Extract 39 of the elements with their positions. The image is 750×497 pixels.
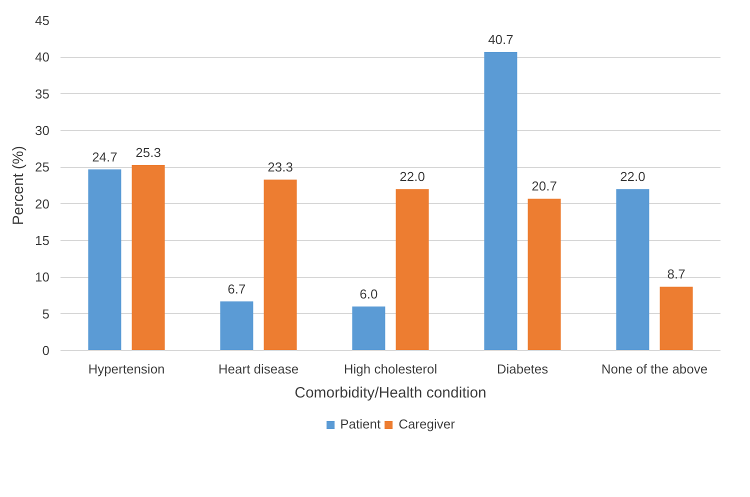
y-tick-label: 15 — [35, 233, 50, 248]
x-tick-label: Hypertension — [88, 362, 165, 376]
data-label: 22.0 — [400, 169, 425, 184]
x-tick-label: None of the above — [601, 362, 708, 376]
bar — [220, 301, 254, 350]
y-tick-label: 30 — [35, 123, 50, 138]
data-label: 20.7 — [532, 178, 557, 194]
bar — [396, 189, 429, 350]
bar — [484, 52, 518, 350]
data-label: 40.7 — [488, 32, 514, 48]
bar — [660, 286, 693, 350]
x-tick-label: Heart disease — [218, 362, 299, 376]
y-tick-label: 40 — [35, 50, 50, 65]
y-tick-label: 45 — [35, 13, 50, 28]
x-tick-label: High cholesterol — [344, 362, 438, 376]
bar — [616, 189, 650, 350]
bar — [528, 198, 561, 350]
bar — [264, 180, 297, 350]
bar — [88, 169, 122, 350]
y-tick-label: 25 — [35, 160, 50, 175]
y-tick-label: 5 — [42, 306, 50, 322]
legend-label: Caregiver — [398, 416, 455, 432]
y-tick-label: 35 — [35, 86, 50, 102]
legend-label: Patient — [340, 416, 381, 432]
data-label: 6.7 — [228, 281, 246, 296]
data-label: 8.7 — [667, 266, 686, 282]
data-label: 25.3 — [136, 144, 161, 160]
y-tick-label: 20 — [35, 196, 50, 212]
y-tick-label: 10 — [35, 270, 50, 285]
data-label: 23.3 — [268, 160, 293, 175]
data-label: 22.0 — [620, 169, 646, 184]
bar — [352, 306, 386, 350]
data-label: 24.7 — [92, 149, 118, 164]
y-axis-title: Percent (%) — [10, 146, 28, 226]
y-tick-label: 0 — [42, 343, 50, 358]
bar — [132, 164, 165, 350]
data-label: 6.0 — [360, 286, 378, 302]
x-tick-label: Diabetes — [496, 362, 549, 376]
x-axis-title: Comorbidity/Health condition — [294, 384, 486, 402]
